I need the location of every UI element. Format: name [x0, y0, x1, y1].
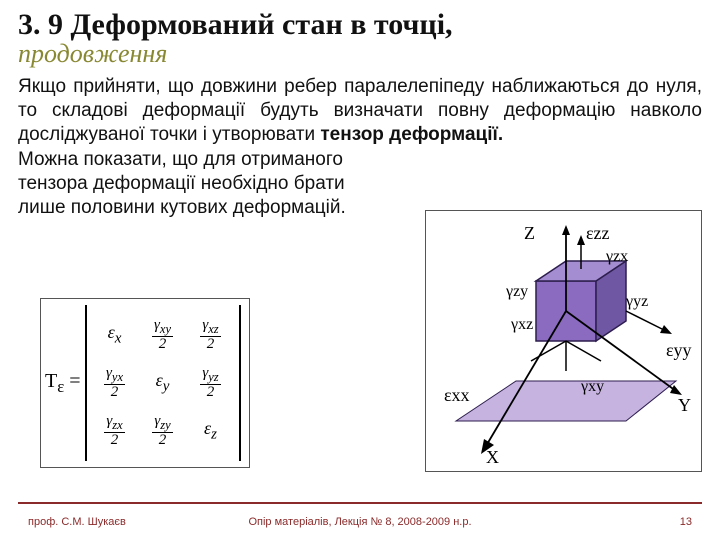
cell-11: εx — [108, 323, 122, 347]
page-title: 3. 9 Деформований стан в точці, — [18, 8, 702, 41]
paragraph-2c: лише половини кутових деформацій. — [18, 196, 438, 220]
paragraph-2b: тензора деформації необхідно брати — [18, 172, 438, 196]
tensor-matrix-image: Tε = εx γxy2 γxz2 γyx2 εy γyz2 γzx2 γzy2… — [40, 298, 250, 468]
axis-z-label: Z — [524, 223, 535, 243]
para1-bold: тензор деформації. — [320, 124, 503, 145]
matrix-eq: = — [69, 370, 80, 392]
axis-x-label: X — [486, 447, 499, 467]
cell-33: εz — [204, 419, 217, 443]
cell-23: γyz2 — [200, 366, 220, 400]
gzx-label: γzx — [605, 248, 628, 265]
cell-21: γyx2 — [104, 366, 125, 400]
cell-12: γxy2 — [152, 318, 173, 352]
ezz-label: εzz — [586, 223, 610, 243]
paragraph-1: Якщо прийняти, що довжини ребер паралеле… — [18, 75, 702, 146]
axis-y-label: Y — [678, 395, 691, 415]
footer-divider — [18, 502, 702, 504]
matrix-sub: ε — [57, 377, 64, 396]
footer-lecture: Опір матеріалів, Лекція № 8, 2008-2009 н… — [0, 516, 720, 528]
exx-label: εxx — [444, 385, 470, 405]
cell-13: γxz2 — [200, 318, 220, 352]
matrix-T: T — [45, 370, 57, 392]
gxy-label: γxy — [580, 378, 604, 395]
footer-page-number: 13 — [680, 516, 692, 528]
gzy-label: γzy — [505, 283, 528, 300]
gxz-label: γxz — [510, 316, 533, 333]
matrix-label: Tε = — [45, 370, 81, 397]
matrix-right-bar — [239, 305, 241, 461]
cell-32: γzy2 — [152, 414, 172, 448]
gyz-label: γyz — [625, 293, 648, 310]
eyy-label: εyy — [666, 340, 692, 360]
cell-22: εy — [156, 371, 170, 395]
matrix-grid: εx γxy2 γxz2 γyx2 εy γyz2 γzx2 γzy2 εz — [87, 311, 239, 455]
subtitle: продовження — [18, 39, 702, 69]
strain-cube-diagram: Z Y X εzz εyy εxx γzx γzy γyz γxz γxy — [425, 210, 702, 472]
cell-31: γzx2 — [104, 414, 124, 448]
paragraph-2a: Можна показати, що для отриманого — [18, 148, 438, 172]
